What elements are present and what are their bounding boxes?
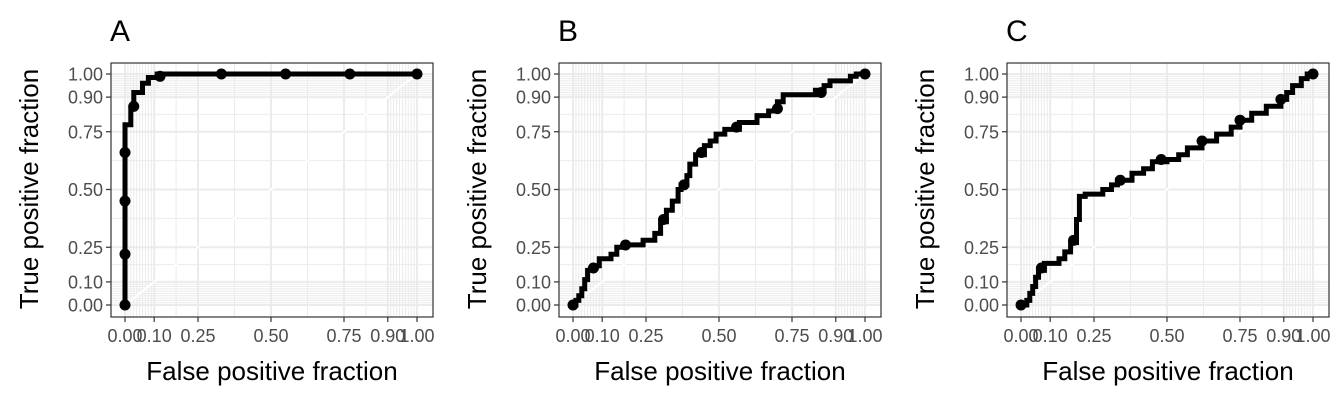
x-tick-label: 0.10 (1033, 326, 1068, 346)
x-tick-label: 0.00 (1003, 326, 1038, 346)
x-tick-label: 0.25 (628, 326, 663, 346)
cutoff-point (658, 214, 670, 226)
x-tick-label: 0.10 (585, 326, 620, 346)
cutoff-point (1307, 68, 1319, 80)
x-tick-label: 0.75 (1222, 326, 1257, 346)
cutoff-point (587, 262, 599, 274)
y-tick-label: 1.00 (68, 65, 103, 85)
y-tick-label: 0.10 (964, 272, 999, 292)
x-tick-label: 0.75 (774, 326, 809, 346)
y-tick-label: 0.50 (964, 180, 999, 200)
y-tick-label: 1.00 (964, 65, 999, 85)
cutoff-point (1114, 174, 1126, 186)
y-tick-label: 0.25 (964, 238, 999, 258)
x-tick-label: 1.00 (847, 326, 882, 346)
y-tick-label: 0.00 (68, 296, 103, 316)
cutoff-point (620, 239, 632, 251)
plot-area: 0.000.000.100.100.250.250.500.500.750.75… (964, 62, 1331, 346)
y-tick-label: 0.90 (68, 88, 103, 108)
cutoff-point (344, 68, 356, 80)
y-axis-title: True positive fraction (14, 69, 44, 309)
y-tick-label: 1.00 (516, 65, 551, 85)
cutoff-point (280, 68, 292, 80)
cutoff-point (1068, 234, 1080, 246)
plot-area: 0.000.000.100.100.250.250.500.500.750.75… (516, 62, 883, 346)
reference-diagonal (124, 73, 418, 306)
x-tick-label: 1.00 (1295, 326, 1330, 346)
cutoff-point (815, 86, 827, 98)
x-tick-label: 1.00 (399, 326, 434, 346)
cutoff-point (154, 70, 166, 82)
panel-label: C (1006, 15, 1028, 48)
cutoff-point (731, 121, 743, 133)
x-tick-label: 0.75 (326, 326, 361, 346)
x-tick-label: 0.50 (253, 326, 288, 346)
panel-b: 0.000.000.100.100.250.250.500.500.750.75… (462, 15, 883, 386)
x-tick-label: 0.50 (1149, 326, 1184, 346)
y-tick-label: 0.50 (68, 180, 103, 200)
reference-diagonal (572, 73, 866, 306)
cutoff-point (215, 68, 227, 80)
y-tick-label: 0.75 (516, 122, 551, 142)
cutoff-point (1155, 153, 1167, 165)
cutoff-point (128, 100, 140, 112)
cutoff-point (411, 68, 423, 80)
x-tick-label: 0.00 (555, 326, 590, 346)
y-tick-label: 0.00 (964, 296, 999, 316)
x-tick-label: 0.25 (1076, 326, 1111, 346)
cutoff-point (1196, 135, 1208, 147)
cutoff-point (678, 179, 690, 191)
x-axis-title: False positive fraction (594, 356, 845, 386)
x-tick-label: 0.50 (701, 326, 736, 346)
y-tick-label: 0.50 (516, 180, 551, 200)
cutoff-point (119, 299, 131, 311)
x-tick-label: 0.90 (818, 326, 853, 346)
x-tick-label: 0.10 (137, 326, 172, 346)
plot-area: 0.000.000.100.100.250.250.500.500.750.75… (68, 62, 435, 346)
cutoff-point (1275, 93, 1287, 105)
x-tick-label: 0.00 (107, 326, 142, 346)
y-axis-title: True positive fraction (462, 69, 492, 309)
y-tick-label: 0.25 (516, 238, 551, 258)
x-tick-label: 0.90 (370, 326, 405, 346)
y-tick-label: 0.00 (516, 296, 551, 316)
y-tick-label: 0.10 (516, 272, 551, 292)
panel-c: 0.000.000.100.100.250.250.500.500.750.75… (910, 15, 1331, 386)
x-axis-title: False positive fraction (1042, 356, 1293, 386)
cutoff-point (695, 147, 707, 159)
y-tick-label: 0.75 (68, 122, 103, 142)
cutoff-point (1015, 299, 1027, 311)
cutoff-point (567, 299, 579, 311)
cutoff-point (1234, 114, 1246, 126)
cutoff-point (1035, 262, 1047, 274)
cutoff-point (771, 103, 783, 115)
cutoff-point (119, 248, 131, 260)
y-tick-label: 0.90 (516, 88, 551, 108)
panel-label: A (110, 15, 130, 48)
cutoff-point (859, 68, 871, 80)
y-tick-label: 0.25 (68, 238, 103, 258)
x-tick-label: 0.25 (180, 326, 215, 346)
y-tick-label: 0.75 (964, 122, 999, 142)
y-axis-title: True positive fraction (910, 69, 940, 309)
panel-label: B (558, 15, 578, 48)
cutoff-point (119, 195, 131, 207)
y-tick-label: 0.10 (68, 272, 103, 292)
x-tick-label: 0.90 (1266, 326, 1301, 346)
cutoff-point (119, 147, 131, 159)
x-axis-title: False positive fraction (146, 356, 397, 386)
panel-a: 0.000.000.100.100.250.250.500.500.750.75… (14, 15, 435, 386)
y-tick-label: 0.90 (964, 88, 999, 108)
